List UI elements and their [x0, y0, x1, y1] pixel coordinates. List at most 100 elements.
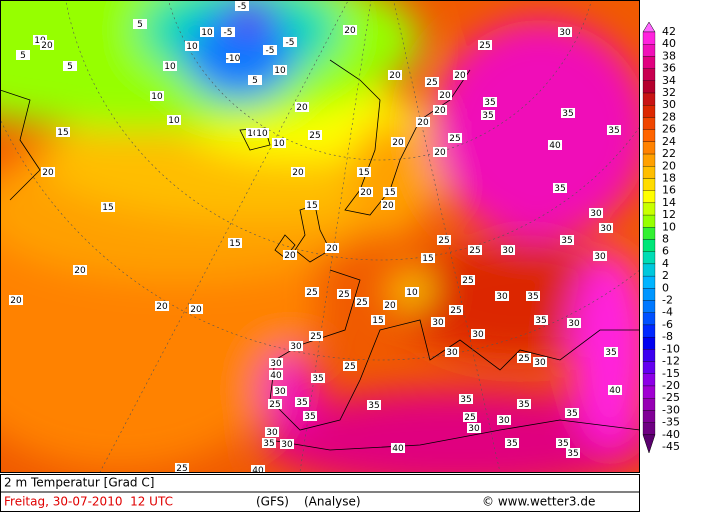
contour-label-box: [56, 127, 70, 137]
scale-label: 22: [662, 147, 676, 160]
contour-label-box: [448, 133, 462, 143]
contour-label-box: [481, 110, 495, 120]
scale-label: 20: [662, 159, 676, 172]
footer-model: (GFS): [256, 495, 289, 509]
contour-label-box: [367, 400, 381, 410]
footer-title: 2 m Temperatur [Grad C]: [4, 476, 154, 490]
scale-swatch: [642, 385, 656, 399]
contour-label: 30: [446, 348, 458, 358]
contour-label: 20: [296, 103, 308, 113]
contour-label: 30: [496, 292, 508, 302]
scale-swatch: [642, 68, 656, 81]
contour-label: 30: [594, 252, 606, 262]
contour-label: 25: [344, 362, 355, 372]
contour-label-box: [305, 287, 319, 297]
scale-label: 42: [662, 25, 676, 38]
contour-label-box: [391, 137, 405, 147]
footer-run: (Analyse): [304, 495, 361, 509]
scale-label: -4: [662, 306, 673, 319]
contour-label: 10: [406, 288, 418, 298]
contour-label: 30: [281, 440, 293, 450]
contour-label-box: [534, 315, 548, 325]
contour-label: 15: [102, 203, 113, 213]
contour-label: -5: [286, 38, 295, 48]
contour-label-box: [263, 45, 277, 55]
contour-label-box: [73, 265, 87, 275]
contour-label: 20: [42, 168, 54, 178]
scale-swatch: [642, 202, 656, 216]
contour-label: 30: [290, 342, 302, 352]
contour-label: 40: [252, 466, 264, 476]
contour-label: 40: [609, 386, 621, 396]
scale-swatch: [642, 251, 656, 265]
contour-label-box: [391, 443, 405, 453]
contour-label-box: [558, 27, 572, 37]
contour-label-box: [41, 167, 55, 177]
contour-label-box: [235, 1, 249, 11]
contour-label-box: [295, 397, 309, 407]
contour-label: 5: [137, 20, 143, 30]
scale-swatch: [642, 239, 656, 252]
contour-label: 35: [304, 412, 315, 422]
scale-swatch: [642, 129, 656, 143]
scale-label: -45: [662, 440, 680, 453]
contour-label: -5: [224, 28, 233, 38]
contour-label: 35: [535, 316, 546, 326]
scale-swatch: [642, 349, 656, 362]
contour-label: 25: [450, 306, 461, 316]
contour-label-box: [226, 53, 240, 63]
contour-label: 30: [270, 359, 282, 369]
scale-label: 28: [662, 110, 676, 123]
scale-label: 2: [662, 269, 669, 282]
contour-label-box: [567, 318, 581, 328]
scale-swatch: [642, 166, 656, 179]
contour-label-box: [200, 27, 214, 37]
scale-swatch: [642, 361, 656, 374]
contour-label-box: [589, 208, 603, 218]
scale-swatch: [642, 373, 656, 387]
contour-label: 30: [534, 358, 546, 368]
scale-label: -10: [662, 342, 680, 355]
contour-label-box: [383, 300, 397, 310]
contour-label-box: [325, 243, 339, 253]
contour-label-box: [268, 399, 282, 409]
contour-label: 35: [312, 374, 323, 384]
contour-label: -5: [266, 46, 275, 56]
contour-label: 20: [417, 118, 429, 128]
contour-label-box: [289, 341, 303, 351]
contour-label: 25: [338, 290, 349, 300]
scale-label: -30: [662, 403, 680, 416]
contour-label-box: [505, 438, 519, 448]
scale-swatch: [642, 141, 656, 155]
footer-date: Freitag, 30-07-2010 12 UTC: [4, 495, 173, 509]
contour-label-box: [280, 439, 294, 449]
contour-label: 10: [256, 129, 268, 139]
contour-label-box: [517, 399, 531, 409]
contour-label: 15: [229, 239, 240, 249]
contour-label-box: [343, 25, 357, 35]
contour-label-box: [437, 235, 451, 245]
contour-label: 15: [57, 128, 68, 138]
contour-label-box: [155, 301, 169, 311]
scale-label: 16: [662, 184, 676, 197]
contour-label-box: [251, 465, 265, 472]
contour-label-box: [185, 41, 199, 51]
contour-label-box: [337, 289, 351, 299]
contour-label-box: [265, 427, 279, 437]
contour-label-box: [416, 117, 430, 127]
contour-label: 25: [464, 413, 475, 423]
contour-label: 25: [176, 464, 187, 474]
scale-label: -6: [662, 318, 673, 331]
contour-label-box: [421, 253, 435, 263]
contour-label-box: [560, 235, 574, 245]
contour-label-box: [309, 331, 323, 341]
scale-swatch: [642, 288, 656, 301]
scale-label: 12: [662, 208, 676, 221]
contour-label: 40: [270, 371, 282, 381]
contour-label-box: [272, 138, 286, 148]
contour-label: 35: [296, 398, 307, 408]
contour-label-box: [468, 245, 482, 255]
contour-label: 35: [368, 401, 379, 411]
contour-label: 25: [469, 246, 480, 256]
